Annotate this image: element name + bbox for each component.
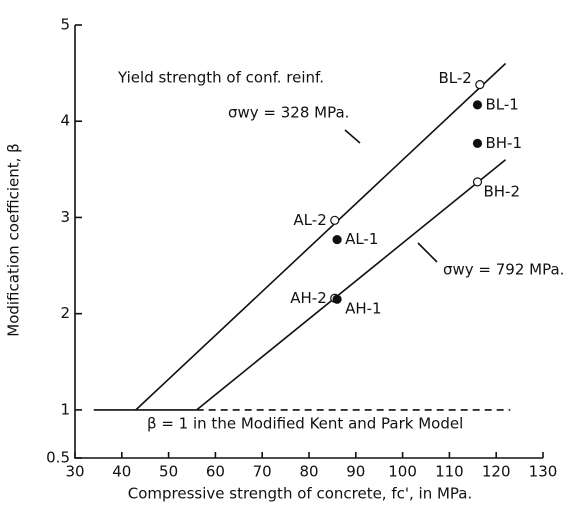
annotation: σwy = 792 MPa.	[443, 261, 564, 279]
x-tick-label: 100	[388, 463, 417, 481]
data-point	[475, 80, 485, 90]
data-point	[472, 138, 483, 148]
point-label: BH-2	[483, 182, 520, 200]
y-tick-label: 1	[60, 400, 70, 418]
x-tick-label: 40	[112, 463, 131, 481]
x-tick-label: 80	[299, 463, 318, 481]
line	[135, 62, 507, 411]
y-tick-label: 2	[60, 304, 70, 322]
point-label: BL-1	[485, 95, 518, 113]
axis-frame	[74, 25, 543, 459]
line	[196, 159, 507, 411]
point-label: BL-2	[438, 69, 471, 87]
y-tick-label: 4	[60, 112, 70, 130]
leader-line	[344, 129, 361, 144]
point-label: AL-2	[293, 211, 326, 229]
x-tick-label: 120	[482, 463, 511, 481]
annotation: σwy = 328 MPa.	[228, 104, 349, 122]
x-tick-label: 70	[253, 463, 272, 481]
x-tick-label: 90	[346, 463, 365, 481]
annotation: Yield strength of conf. reinf.	[117, 69, 324, 87]
x-tick-label: 130	[529, 463, 558, 481]
x-axis-label: Compressive strength of concrete, fc', i…	[128, 485, 473, 503]
y-tick-label: 3	[60, 208, 70, 226]
x-tick-label: 30	[65, 463, 84, 481]
data-point	[332, 234, 342, 245]
y-axis-label: Modification coefficient, β	[5, 143, 23, 337]
x-tick-label: 50	[159, 463, 178, 481]
point-label: AH-1	[345, 300, 382, 318]
data-point	[472, 177, 483, 187]
data-point	[330, 215, 340, 225]
data-point	[472, 100, 483, 110]
x-tick-label: 60	[206, 463, 225, 481]
point-label: AH-2	[290, 289, 327, 307]
annotation: β = 1 in the Modified Kent and Park Mode…	[147, 415, 463, 433]
y-tick-label: 0.5	[46, 449, 70, 467]
data-point	[332, 294, 342, 304]
leader-line	[417, 242, 438, 263]
x-tick-label: 110	[435, 463, 464, 481]
y-tick-label: 5	[60, 16, 70, 34]
point-label: AL-1	[345, 230, 378, 248]
point-label: BH-1	[485, 134, 522, 152]
